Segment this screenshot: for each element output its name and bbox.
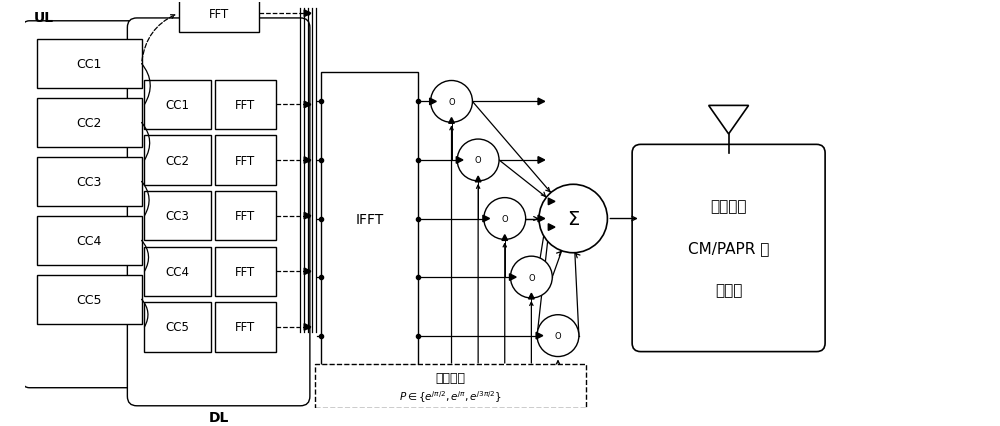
Bar xyxy=(37,157,142,207)
Polygon shape xyxy=(475,177,481,182)
Polygon shape xyxy=(538,216,545,222)
Circle shape xyxy=(457,140,499,181)
Bar xyxy=(215,247,276,296)
Polygon shape xyxy=(304,268,311,275)
Bar xyxy=(37,216,142,265)
Text: O: O xyxy=(475,156,481,165)
Text: CC2: CC2 xyxy=(77,117,102,130)
Text: $P\in\{e^{j\pi/2}, e^{j\pi}, e^{j3\pi/2}\}$: $P\in\{e^{j\pi/2}, e^{j\pi}, e^{j3\pi/2}… xyxy=(399,388,501,404)
Polygon shape xyxy=(304,213,311,219)
Bar xyxy=(144,302,211,352)
Text: O: O xyxy=(528,273,535,282)
Bar xyxy=(144,81,211,130)
Polygon shape xyxy=(304,11,311,17)
Circle shape xyxy=(431,81,472,123)
Text: FFT: FFT xyxy=(235,154,255,167)
Text: O: O xyxy=(448,98,455,106)
Text: DL: DL xyxy=(208,410,229,423)
Text: O: O xyxy=(501,215,508,224)
Polygon shape xyxy=(304,324,311,331)
Circle shape xyxy=(484,198,526,240)
Text: FFT: FFT xyxy=(235,210,255,223)
Text: CC3: CC3 xyxy=(77,176,102,188)
Circle shape xyxy=(510,256,552,298)
Text: CC1: CC1 xyxy=(166,99,190,112)
FancyBboxPatch shape xyxy=(632,145,825,352)
Bar xyxy=(144,192,211,241)
Text: CC5: CC5 xyxy=(77,293,102,306)
Text: 发射侧: 发射侧 xyxy=(715,282,742,298)
Polygon shape xyxy=(529,294,534,299)
Polygon shape xyxy=(548,224,555,231)
Text: CM/PAPR 的: CM/PAPR 的 xyxy=(688,241,769,256)
Circle shape xyxy=(539,185,607,253)
Polygon shape xyxy=(449,118,454,124)
Bar xyxy=(321,73,418,365)
Text: FFT: FFT xyxy=(235,321,255,334)
Bar xyxy=(37,275,142,324)
Text: 相位旋转: 相位旋转 xyxy=(435,371,465,384)
Polygon shape xyxy=(536,333,543,339)
Polygon shape xyxy=(304,102,311,109)
Bar xyxy=(215,192,276,241)
Bar xyxy=(37,40,142,89)
Polygon shape xyxy=(548,199,555,205)
Text: CC4: CC4 xyxy=(77,234,102,248)
Bar xyxy=(144,247,211,296)
Text: CC1: CC1 xyxy=(77,58,102,71)
Text: CC5: CC5 xyxy=(166,321,190,334)
Text: FFT: FFT xyxy=(235,265,255,278)
Text: CC2: CC2 xyxy=(166,154,190,167)
Polygon shape xyxy=(510,274,516,281)
Bar xyxy=(215,302,276,352)
Polygon shape xyxy=(430,99,436,106)
Polygon shape xyxy=(483,216,490,222)
Text: UL: UL xyxy=(33,11,53,25)
Polygon shape xyxy=(304,157,311,164)
Text: CC4: CC4 xyxy=(166,265,190,278)
Bar xyxy=(144,136,211,185)
Polygon shape xyxy=(502,235,508,241)
Bar xyxy=(215,136,276,185)
Text: FFT: FFT xyxy=(235,99,255,112)
Text: 具有最小: 具有最小 xyxy=(710,199,747,214)
FancyBboxPatch shape xyxy=(23,22,158,388)
Text: O: O xyxy=(555,331,561,340)
Polygon shape xyxy=(538,157,545,164)
Bar xyxy=(179,0,259,33)
Text: FFT: FFT xyxy=(209,8,229,20)
Bar xyxy=(215,81,276,130)
Polygon shape xyxy=(456,157,463,164)
FancyBboxPatch shape xyxy=(127,19,310,406)
Bar xyxy=(37,98,142,148)
Polygon shape xyxy=(538,99,545,106)
Text: Σ: Σ xyxy=(567,210,579,228)
Circle shape xyxy=(537,315,579,357)
FancyBboxPatch shape xyxy=(315,364,586,408)
Text: CC3: CC3 xyxy=(166,210,190,223)
Text: IFFT: IFFT xyxy=(356,212,384,226)
